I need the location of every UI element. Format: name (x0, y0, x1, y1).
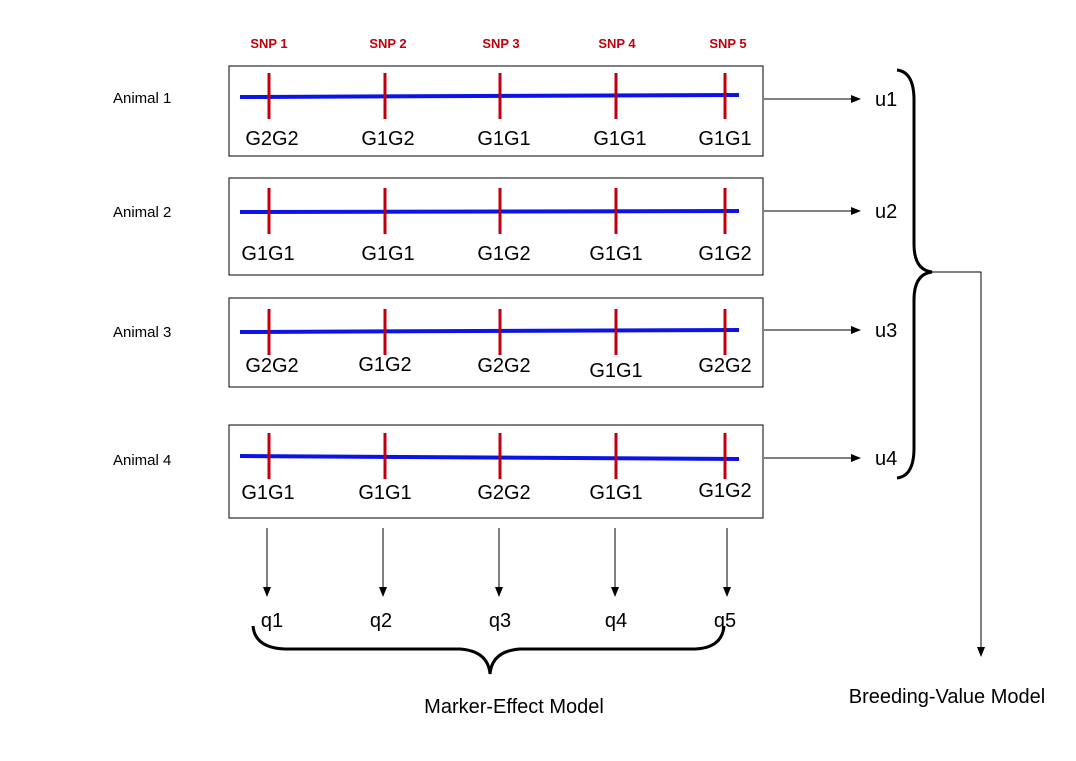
genotype-label: G2G2 (245, 128, 298, 150)
animal-label: Animal 3 (113, 324, 171, 341)
snp-markers (267, 188, 727, 234)
marker-effect-model-label: Marker-Effect Model (424, 696, 604, 718)
genotype-label: G1G2 (698, 480, 751, 502)
genotype-label: G1G1 (361, 243, 414, 265)
breeding-value-label: u4 (875, 448, 897, 470)
genotype-box (228, 65, 764, 157)
right-brace (896, 68, 933, 480)
breeding-value-label: u1 (875, 89, 897, 111)
breeding-value-model-label: Breeding-Value Model (849, 686, 1045, 708)
animal-row: Animal 1 G2G2 G1G2 G1G1 G1G1 G1G1 u1 (113, 65, 897, 157)
genotype-label: G1G1 (698, 128, 751, 150)
snp-markers (267, 309, 727, 355)
genotype-label: G1G1 (241, 243, 294, 265)
snp-label: SNP 1 (250, 36, 287, 51)
marker-effect-label: q2 (370, 610, 392, 632)
genotype-label: G2G2 (698, 355, 751, 377)
animal-label: Animal 2 (113, 204, 171, 221)
genotype-label: G1G1 (477, 128, 530, 150)
marker-effect-labels: q1 q2 q3 q4 q5 (261, 610, 736, 632)
snp-label: SNP 2 (369, 36, 406, 51)
genotype-label: G1G2 (361, 128, 414, 150)
snp-headers: SNP 1 SNP 2 SNP 3 SNP 4 SNP 5 (250, 36, 746, 51)
animal-row: Animal 2 G1G1 G1G1 G1G2 G1G1 G1G2 u2 (113, 177, 897, 276)
chromosome-line (239, 209, 740, 214)
genotype-label: G1G1 (593, 128, 646, 150)
snp-label: SNP 4 (598, 36, 636, 51)
chromosome-line (239, 454, 740, 461)
genotype-label: G1G2 (358, 354, 411, 376)
animal-label: Animal 4 (113, 452, 171, 469)
marker-effect-label: q5 (714, 610, 736, 632)
animal-label: Animal 1 (113, 90, 171, 107)
genotype-label: G1G1 (358, 482, 411, 504)
genotype-label: G1G1 (241, 482, 294, 504)
bottom-brace (251, 625, 726, 675)
chromosome-line (239, 328, 740, 334)
marker-effect-arrows (263, 528, 731, 597)
snp-label: SNP 3 (482, 36, 519, 51)
genotype-label: G1G1 (589, 243, 642, 265)
genotype-box (228, 177, 764, 276)
snp-markers (267, 73, 727, 119)
breeding-value-label: u3 (875, 320, 897, 342)
breeding-value-connector (932, 271, 985, 657)
genotype-label: G1G1 (589, 360, 642, 382)
snp-markers (267, 433, 727, 479)
genotype-label: G1G2 (698, 243, 751, 265)
marker-effect-label: q4 (605, 610, 627, 632)
marker-effect-label: q3 (489, 610, 511, 632)
genotype-label: G1G2 (477, 243, 530, 265)
genotype-label: G2G2 (245, 355, 298, 377)
animal-row: Animal 3 G2G2 G1G2 G2G2 G1G1 G2G2 u3 (113, 297, 897, 388)
breeding-value-label: u2 (875, 201, 897, 223)
snp-label: SNP 5 (709, 36, 746, 51)
genotype-box (228, 424, 764, 519)
marker-effect-label: q1 (261, 610, 283, 632)
animal-row: Animal 4 G1G1 G1G1 G2G2 G1G1 G1G2 u4 (113, 424, 897, 519)
genotype-box (228, 297, 764, 388)
genotype-label: G1G1 (589, 482, 642, 504)
genotype-label: G2G2 (477, 355, 530, 377)
chromosome-line (239, 93, 740, 99)
genotype-label: G2G2 (477, 482, 530, 504)
